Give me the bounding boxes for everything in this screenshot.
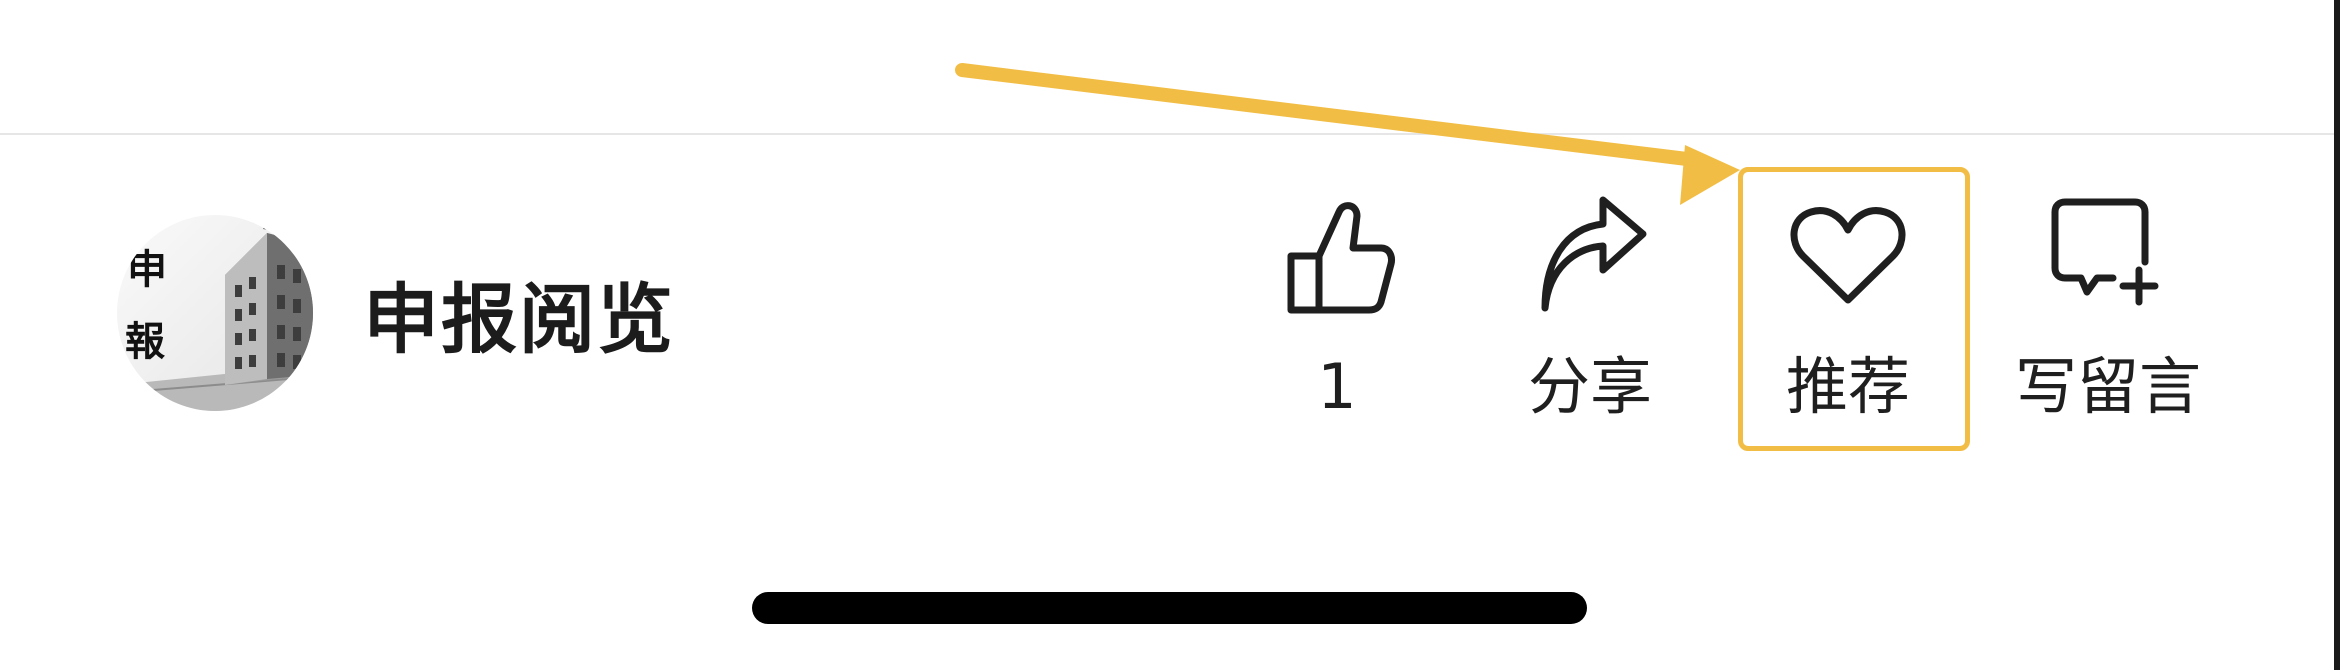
like-count: 1 bbox=[1317, 350, 1357, 423]
screen-edge bbox=[2334, 0, 2340, 670]
recommend-label: 推荐 bbox=[1785, 350, 1910, 423]
share-button[interactable]: 分享 bbox=[1490, 180, 1690, 450]
write-comment-button[interactable]: 写留言 bbox=[2008, 180, 2208, 450]
svg-text:報: 報 bbox=[125, 318, 165, 365]
avatar[interactable]: 申 報 bbox=[117, 215, 313, 411]
avatar-image: 申 報 bbox=[117, 215, 313, 411]
share-arrow-icon bbox=[1541, 196, 1647, 312]
share-label: 分享 bbox=[1527, 350, 1652, 423]
account-name[interactable]: 申报阅览 bbox=[363, 275, 675, 364]
svg-text:申: 申 bbox=[127, 246, 167, 293]
recommend-highlight-box bbox=[1738, 167, 1970, 451]
heart-icon bbox=[1790, 207, 1906, 304]
thumbs-up-icon bbox=[1287, 202, 1395, 314]
account-info[interactable]: 申 報 申报阅览 bbox=[117, 215, 675, 411]
write-comment-label: 写留言 bbox=[2014, 350, 2201, 423]
recommend-button[interactable]: 推荐 bbox=[1748, 180, 1948, 450]
home-indicator[interactable] bbox=[752, 592, 1587, 624]
like-button[interactable]: 1 bbox=[1237, 180, 1437, 450]
top-divider bbox=[0, 133, 2340, 135]
comment-plus-icon bbox=[2051, 198, 2159, 306]
